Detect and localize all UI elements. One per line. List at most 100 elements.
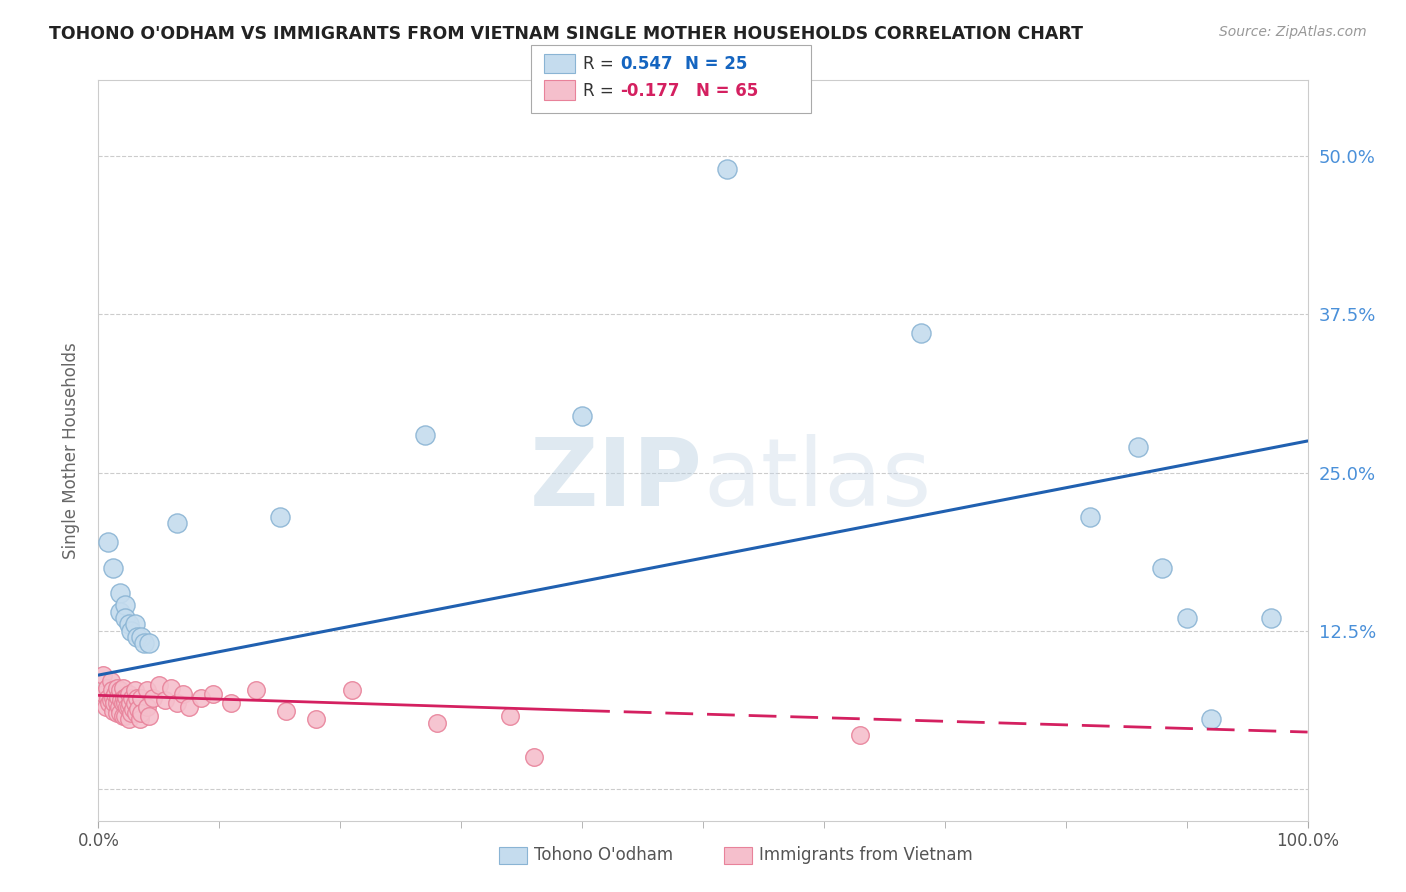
- Point: [100, 683, 122, 698]
- Point: [105, 706, 128, 720]
- Point: [118, 696, 141, 710]
- Text: Tohono O'odham: Tohono O'odham: [534, 847, 673, 864]
- Text: Source: ZipAtlas.com: Source: ZipAtlas.com: [1219, 25, 1367, 39]
- Point: [108, 605, 131, 619]
- Point: [142, 690, 165, 705]
- Point: [179, 699, 201, 714]
- Point: [148, 678, 170, 692]
- Point: [135, 699, 157, 714]
- Point: [105, 696, 128, 710]
- Text: -0.177: -0.177: [620, 82, 679, 100]
- Point: [108, 683, 131, 698]
- Point: [166, 516, 188, 531]
- Point: [120, 706, 142, 720]
- Point: [426, 716, 449, 731]
- Point: [129, 630, 152, 644]
- Point: [115, 690, 138, 704]
- Point: [103, 696, 125, 710]
- Point: [107, 690, 129, 704]
- Point: [111, 696, 134, 710]
- Point: [1175, 611, 1198, 625]
- Text: atlas: atlas: [703, 434, 931, 526]
- Text: R =: R =: [583, 82, 620, 100]
- Point: [118, 617, 141, 632]
- Point: [111, 708, 134, 723]
- Point: [124, 617, 146, 632]
- Point: [342, 683, 364, 698]
- Point: [124, 683, 146, 698]
- Point: [135, 683, 157, 698]
- Point: [110, 693, 132, 707]
- Point: [120, 624, 142, 638]
- Point: [221, 696, 243, 710]
- Point: [269, 509, 291, 524]
- Point: [104, 687, 127, 701]
- Point: [114, 611, 136, 625]
- Point: [498, 708, 520, 723]
- Point: [114, 696, 136, 710]
- Text: 0.547: 0.547: [620, 55, 672, 73]
- Point: [124, 696, 146, 710]
- Point: [910, 326, 932, 341]
- Point: [138, 708, 160, 723]
- Point: [98, 696, 121, 710]
- Point: [97, 535, 120, 549]
- Point: [97, 690, 120, 705]
- Point: [96, 681, 118, 695]
- Point: [127, 690, 149, 705]
- Point: [134, 636, 156, 650]
- Point: [127, 630, 149, 644]
- Point: [93, 687, 115, 701]
- Point: [716, 161, 738, 176]
- Point: [105, 681, 128, 695]
- Point: [129, 706, 152, 720]
- Text: TOHONO O'ODHAM VS IMMIGRANTS FROM VIETNAM SINGLE MOTHER HOUSEHOLDS CORRELATION C: TOHONO O'ODHAM VS IMMIGRANTS FROM VIETNA…: [49, 25, 1083, 43]
- Point: [127, 702, 149, 716]
- Point: [100, 674, 122, 689]
- Point: [94, 699, 117, 714]
- Point: [108, 586, 131, 600]
- Point: [118, 699, 141, 714]
- Point: [114, 599, 136, 613]
- Point: [849, 728, 872, 742]
- Point: [172, 687, 194, 701]
- Point: [101, 560, 124, 574]
- Point: [413, 427, 436, 442]
- Point: [121, 690, 143, 705]
- Text: R =: R =: [583, 55, 620, 73]
- Point: [190, 690, 212, 705]
- Point: [122, 702, 145, 716]
- Point: [112, 690, 135, 705]
- Point: [523, 750, 546, 764]
- Point: [129, 690, 152, 705]
- Text: Immigrants from Vietnam: Immigrants from Vietnam: [759, 847, 973, 864]
- Point: [108, 706, 131, 720]
- Point: [114, 708, 136, 723]
- Point: [118, 687, 141, 701]
- Point: [100, 693, 122, 707]
- Point: [1078, 509, 1101, 524]
- Point: [108, 699, 131, 714]
- Point: [101, 704, 124, 718]
- Point: [125, 706, 148, 720]
- Point: [202, 687, 225, 701]
- Point: [91, 668, 114, 682]
- Point: [117, 699, 139, 714]
- Point: [305, 712, 328, 726]
- Point: [118, 712, 141, 726]
- Point: [138, 636, 160, 650]
- Text: N = 25: N = 25: [685, 55, 747, 73]
- Point: [166, 696, 188, 710]
- Point: [160, 681, 183, 695]
- Point: [245, 683, 267, 698]
- Point: [274, 704, 297, 718]
- Point: [1199, 712, 1222, 726]
- Point: [153, 693, 176, 707]
- Point: [571, 409, 593, 423]
- Text: N = 65: N = 65: [696, 82, 758, 100]
- Point: [1260, 611, 1282, 625]
- Point: [111, 681, 134, 695]
- Point: [1128, 440, 1150, 454]
- Y-axis label: Single Mother Households: Single Mother Households: [62, 343, 80, 558]
- Text: ZIP: ZIP: [530, 434, 703, 526]
